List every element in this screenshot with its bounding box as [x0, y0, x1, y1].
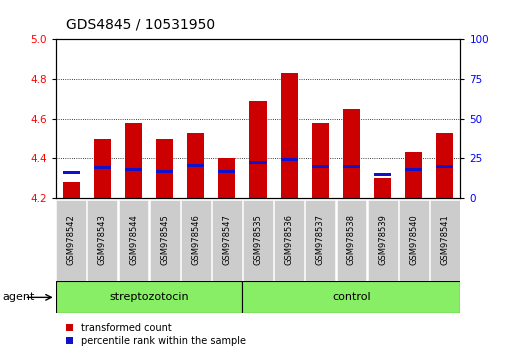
Bar	[280, 158, 297, 161]
Bar	[125, 168, 142, 171]
Text: streptozotocin: streptozotocin	[109, 292, 188, 302]
Text: GSM978538: GSM978538	[346, 214, 356, 266]
Bar	[336, 200, 366, 281]
Bar	[93, 166, 111, 169]
Text: GSM978540: GSM978540	[409, 215, 418, 265]
Bar	[342, 109, 360, 198]
Bar	[305, 200, 335, 281]
Text: GDS4845 / 10531950: GDS4845 / 10531950	[66, 18, 215, 32]
Bar	[218, 170, 235, 173]
Bar	[274, 200, 304, 281]
Text: GSM978536: GSM978536	[284, 214, 293, 266]
Bar	[156, 170, 173, 173]
Bar	[242, 200, 273, 281]
Bar	[311, 122, 328, 198]
Bar	[149, 200, 179, 281]
Bar	[242, 281, 460, 313]
Bar	[405, 168, 422, 171]
Bar	[405, 153, 422, 198]
Text: GSM978547: GSM978547	[222, 215, 231, 265]
Bar	[63, 171, 80, 175]
Text: agent: agent	[3, 292, 35, 302]
Text: GSM978542: GSM978542	[67, 215, 76, 265]
Bar	[56, 200, 86, 281]
Text: GSM978539: GSM978539	[377, 215, 386, 265]
Bar	[429, 200, 459, 281]
Bar	[311, 165, 328, 169]
Bar	[156, 138, 173, 198]
Bar	[93, 138, 111, 198]
Text: GSM978546: GSM978546	[191, 215, 200, 265]
Bar	[249, 161, 266, 164]
Bar	[218, 158, 235, 198]
Bar	[187, 164, 204, 167]
Text: GSM978537: GSM978537	[315, 214, 324, 266]
Bar	[63, 182, 80, 198]
Bar	[118, 200, 148, 281]
Bar	[373, 173, 390, 176]
Bar	[56, 281, 242, 313]
Bar	[249, 101, 266, 198]
Bar	[187, 132, 204, 198]
Text: control: control	[331, 292, 370, 302]
Legend: transformed count, percentile rank within the sample: transformed count, percentile rank withi…	[66, 323, 245, 346]
Bar	[435, 132, 452, 198]
Bar	[180, 200, 210, 281]
Text: GSM978535: GSM978535	[253, 215, 262, 265]
Text: GSM978541: GSM978541	[439, 215, 448, 265]
Text: GSM978545: GSM978545	[160, 215, 169, 265]
Bar	[125, 122, 142, 198]
Bar	[280, 73, 297, 198]
Bar	[398, 200, 428, 281]
Bar	[87, 200, 117, 281]
Bar	[435, 165, 452, 169]
Bar	[373, 178, 390, 198]
Bar	[212, 200, 241, 281]
Bar	[342, 165, 360, 169]
Bar	[367, 200, 397, 281]
Text: GSM978544: GSM978544	[129, 215, 138, 265]
Text: GSM978543: GSM978543	[97, 215, 107, 265]
